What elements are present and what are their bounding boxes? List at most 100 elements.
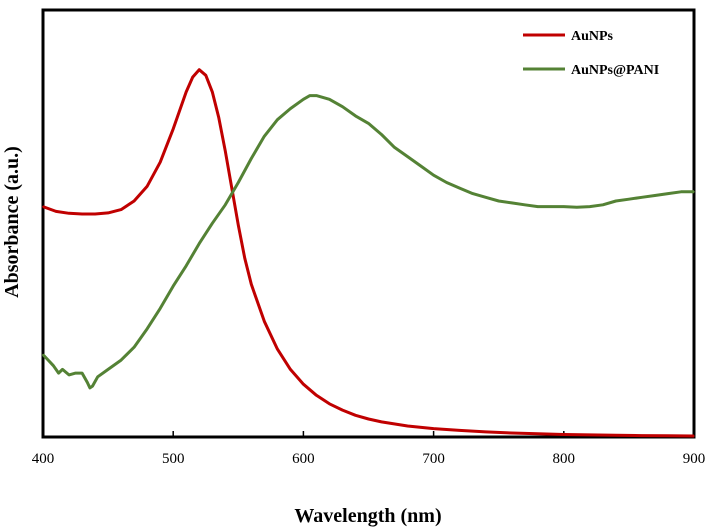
y-axis-title: Absorbance (a.u.) bbox=[1, 146, 23, 298]
data-point-aunps-pani-740 bbox=[484, 196, 487, 199]
data-point-aunps-530 bbox=[211, 91, 214, 93]
data-point-aunps-pani-770 bbox=[523, 204, 526, 206]
data-point-aunps-pani-442 bbox=[96, 376, 99, 378]
data-point-aunps-550 bbox=[237, 224, 240, 226]
x-tick-label-600: 600 bbox=[292, 451, 315, 467]
data-point-aunps-pani-470 bbox=[133, 346, 135, 349]
data-point-aunps-pani-850 bbox=[628, 198, 630, 200]
data-point-aunps-pani-460 bbox=[120, 359, 122, 361]
data-point-aunps-pani-480 bbox=[146, 327, 148, 330]
data-point-aunps-540 bbox=[224, 150, 227, 152]
data-point-aunps-pani-540 bbox=[224, 204, 227, 206]
data-point-aunps-pani-670 bbox=[393, 146, 396, 149]
data-point-aunps-pani-880 bbox=[667, 192, 669, 195]
data-point-aunps-pani-530 bbox=[211, 222, 214, 225]
data-point-aunps-pani-430 bbox=[81, 372, 83, 374]
x-tick-label-800: 800 bbox=[553, 451, 576, 467]
data-point-aunps-pani-650 bbox=[367, 122, 370, 125]
data-point-aunps-pani-450 bbox=[107, 368, 109, 371]
data-point-aunps-pani-730 bbox=[471, 192, 474, 195]
data-point-aunps-525 bbox=[205, 74, 207, 77]
data-point-aunps-510 bbox=[185, 91, 187, 93]
data-point-aunps-pani-820 bbox=[589, 205, 591, 208]
data-point-aunps-pani-590 bbox=[289, 107, 292, 110]
data-point-aunps-pani-840 bbox=[615, 200, 617, 202]
data-point-aunps-800 bbox=[563, 433, 565, 436]
data-point-aunps-570 bbox=[263, 320, 266, 323]
x-tick-label-400: 400 bbox=[32, 451, 55, 467]
data-point-aunps-pani-720 bbox=[458, 187, 461, 189]
data-point-aunps-460 bbox=[120, 208, 122, 211]
x-axis-title: Wavelength (nm) bbox=[294, 505, 441, 527]
data-point-aunps-pani-490 bbox=[159, 307, 161, 310]
data-point-aunps-pani-425 bbox=[74, 372, 77, 374]
data-point-aunps-780 bbox=[537, 433, 539, 435]
data-point-aunps-820 bbox=[589, 434, 591, 436]
data-point-aunps-pani-640 bbox=[354, 115, 357, 117]
plot-frame bbox=[41, 8, 696, 439]
data-point-aunps-480 bbox=[146, 185, 148, 187]
data-point-aunps-760 bbox=[510, 432, 513, 434]
data-point-aunps-600 bbox=[302, 383, 305, 386]
data-point-aunps-740 bbox=[484, 431, 487, 433]
x-tick-label-700: 700 bbox=[422, 451, 445, 467]
data-point-aunps-pani-900 bbox=[693, 191, 695, 193]
data-point-aunps-400 bbox=[42, 205, 44, 208]
data-point-aunps-pani-550 bbox=[237, 181, 240, 184]
data-point-aunps-490 bbox=[159, 161, 161, 163]
data-point-aunps-720 bbox=[458, 429, 461, 432]
data-point-aunps-pani-830 bbox=[602, 204, 604, 206]
data-point-aunps-pani-605 bbox=[309, 94, 311, 97]
data-point-aunps-pani-630 bbox=[341, 105, 344, 108]
data-point-aunps-pani-810 bbox=[576, 206, 578, 209]
data-point-aunps-500 bbox=[172, 128, 174, 130]
legend-label-aunps-pani: AuNPs@PANI bbox=[571, 63, 659, 78]
data-point-aunps-pani-412 bbox=[57, 372, 60, 374]
x-tick-label-900: 900 bbox=[683, 451, 706, 467]
data-point-aunps-555 bbox=[244, 257, 246, 260]
data-point-aunps-pani-580 bbox=[276, 118, 279, 121]
data-point-aunps-900 bbox=[693, 435, 695, 437]
series-group bbox=[41, 68, 695, 438]
data-point-aunps-pani-890 bbox=[680, 191, 682, 193]
data-point-aunps-410 bbox=[55, 210, 57, 213]
data-point-aunps-450 bbox=[107, 212, 109, 214]
data-point-aunps-pani-860 bbox=[641, 196, 643, 199]
data-point-aunps-pani-690 bbox=[419, 165, 422, 167]
data-point-aunps-545 bbox=[231, 187, 233, 189]
data-point-aunps-pani-700 bbox=[432, 174, 435, 176]
data-point-aunps-pani-570 bbox=[263, 135, 266, 138]
data-point-aunps-590 bbox=[289, 368, 292, 371]
data-point-aunps-560 bbox=[250, 283, 253, 286]
data-point-aunps-440 bbox=[94, 213, 96, 215]
data-point-aunps-535 bbox=[218, 117, 220, 119]
data-point-aunps-650 bbox=[367, 418, 370, 420]
data-point-aunps-pani-510 bbox=[185, 265, 187, 267]
data-point-aunps-515 bbox=[191, 76, 194, 78]
x-axis-ticks: 400 500 600 700 800 900 bbox=[32, 431, 706, 467]
data-point-aunps-pani-400 bbox=[42, 353, 44, 356]
data-point-aunps-pani-500 bbox=[172, 285, 174, 287]
data-point-aunps-470 bbox=[133, 200, 135, 202]
legend-label-aunps: AuNPs bbox=[571, 29, 614, 44]
data-point-aunps-pani-780 bbox=[537, 205, 539, 208]
data-point-aunps-pani-870 bbox=[654, 194, 656, 197]
data-point-aunps-pani-436 bbox=[89, 387, 91, 389]
data-point-aunps-660 bbox=[380, 421, 383, 423]
data-point-aunps-680 bbox=[406, 425, 409, 427]
data-point-aunps-520 bbox=[198, 68, 200, 71]
data-point-aunps-pani-520 bbox=[198, 242, 200, 245]
data-point-aunps-pani-415 bbox=[61, 368, 64, 371]
data-point-aunps-880 bbox=[667, 435, 669, 437]
data-point-aunps-420 bbox=[68, 212, 70, 215]
data-point-aunps-430 bbox=[81, 213, 83, 215]
data-point-aunps-630 bbox=[341, 409, 344, 411]
data-point-aunps-pani-620 bbox=[328, 98, 331, 101]
data-point-aunps-pani-408 bbox=[52, 364, 55, 367]
data-point-aunps-pani-790 bbox=[550, 205, 552, 208]
data-point-aunps-610 bbox=[315, 394, 318, 397]
data-point-aunps-580 bbox=[276, 348, 279, 350]
data-point-aunps-pani-710 bbox=[445, 181, 448, 184]
x-tick-label-500: 500 bbox=[162, 451, 185, 467]
